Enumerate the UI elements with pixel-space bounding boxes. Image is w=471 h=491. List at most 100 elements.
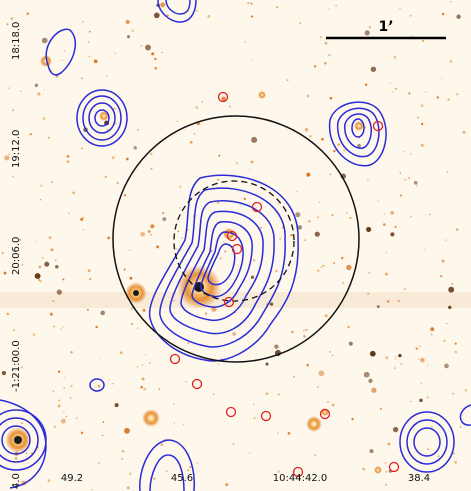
- field-source: [34, 83, 39, 88]
- field-source: [397, 299, 400, 303]
- field-source: [121, 458, 124, 460]
- field-source: [128, 472, 132, 476]
- field-source: [106, 75, 108, 78]
- field-source: [131, 29, 134, 33]
- field-source: [331, 213, 334, 217]
- field-source: [80, 217, 84, 221]
- field-source: [348, 341, 353, 346]
- field-source: [55, 264, 59, 269]
- field-source: [385, 251, 388, 254]
- field-source: [415, 184, 418, 187]
- field-source: [38, 265, 42, 269]
- field-source: [392, 91, 394, 93]
- field-source: [229, 105, 232, 108]
- field-source: [389, 82, 391, 84]
- field-source: [452, 452, 455, 455]
- field-source: [172, 403, 176, 406]
- field-source: [326, 400, 330, 404]
- field-source: [70, 384, 73, 388]
- marker: [225, 406, 237, 418]
- field-source: [364, 83, 368, 86]
- field-source: [40, 184, 43, 187]
- ra-label: 38.4: [408, 473, 430, 484]
- field-source: [177, 230, 180, 233]
- field-source: [100, 310, 105, 316]
- contour-small: [89, 378, 105, 392]
- field-source: [420, 357, 425, 363]
- field-source: [440, 275, 443, 278]
- field-source: [293, 375, 296, 378]
- field-source: [106, 129, 109, 131]
- field-source: [69, 397, 72, 399]
- contour-tl: [45, 28, 77, 76]
- field-source: [3, 271, 7, 275]
- field-source: [34, 273, 41, 279]
- field-source: [222, 241, 225, 243]
- field-source: [63, 411, 65, 414]
- field-source: [176, 248, 178, 250]
- field-source: [274, 344, 279, 349]
- field-source: [162, 212, 165, 215]
- field-source: [265, 362, 269, 366]
- field-source: [4, 155, 10, 161]
- field-source: [244, 41, 247, 43]
- field-source: [347, 325, 350, 329]
- field-source: [464, 388, 468, 392]
- field-source: [427, 448, 429, 451]
- field-source: [251, 136, 258, 143]
- field-source: [430, 333, 433, 336]
- field-source: [128, 249, 131, 251]
- field-source: [415, 347, 419, 350]
- field-source: [176, 120, 179, 122]
- field-source: [44, 261, 50, 267]
- field-source: [82, 228, 85, 231]
- field-source: [385, 356, 389, 360]
- field-source: [436, 96, 439, 99]
- field-source: [12, 175, 15, 178]
- field-source: [351, 418, 354, 421]
- field-source: [398, 353, 402, 358]
- field-source: [324, 61, 327, 65]
- field-source: [12, 109, 15, 112]
- contour-ul-level-4: [94, 109, 110, 127]
- field-source: [277, 393, 280, 396]
- field-source: [87, 41, 90, 44]
- field-source: [404, 178, 407, 181]
- field-source: [160, 2, 166, 8]
- field-source: [462, 130, 466, 134]
- field-source: [443, 339, 446, 342]
- field-source: [387, 442, 391, 446]
- field-source: [111, 156, 115, 160]
- field-source: [52, 390, 55, 393]
- field-source: [160, 443, 164, 447]
- field-source: [140, 231, 145, 237]
- field-source: [328, 8, 330, 11]
- field-source: [26, 12, 30, 15]
- field-source: [318, 370, 325, 377]
- field-source: [14, 373, 18, 377]
- field-source: [393, 55, 397, 59]
- field-source: [369, 449, 374, 454]
- field-source: [321, 137, 324, 141]
- field-source: [444, 363, 449, 369]
- field-source: [291, 330, 294, 334]
- field-source: [189, 466, 192, 468]
- field-source: [48, 136, 50, 139]
- marker: [260, 410, 272, 422]
- field-source: [126, 35, 131, 39]
- field-source: [364, 30, 370, 36]
- field-source: [130, 322, 134, 326]
- field-source: [421, 39, 425, 43]
- field-source: [41, 256, 44, 259]
- contour-main-level-4: [180, 210, 264, 322]
- detector-band: [0, 292, 471, 308]
- dec-label: -1:21:00.0: [11, 340, 22, 392]
- field-source: [158, 388, 161, 390]
- field-source: [29, 133, 32, 136]
- field-source: [72, 191, 75, 195]
- field-source: [393, 367, 396, 370]
- field-source: [95, 325, 98, 329]
- ra-label: 10:44:42.0: [273, 473, 327, 484]
- field-source: [8, 153, 10, 155]
